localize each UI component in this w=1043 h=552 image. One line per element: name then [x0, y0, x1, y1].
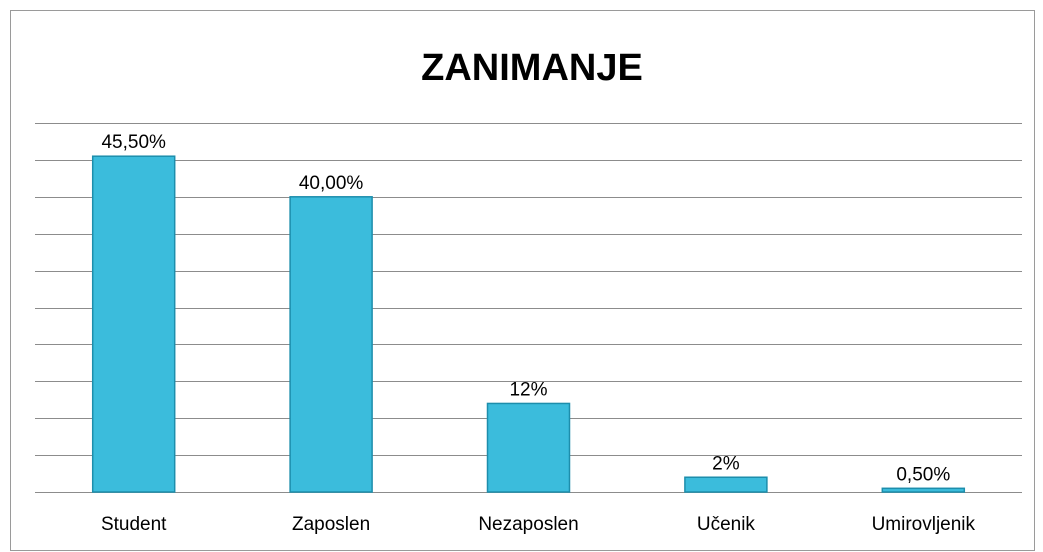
- bar: [289, 196, 373, 493]
- x-tick-label: Nezaposlen: [478, 514, 578, 535]
- bar: [881, 487, 966, 493]
- bar: [91, 155, 176, 493]
- x-tick-label: Zaposlen: [292, 514, 370, 535]
- x-tick-label: Učenik: [697, 514, 756, 535]
- value-label: 0,50%: [896, 464, 950, 485]
- chart-title: ZANIMANJE: [421, 47, 643, 89]
- value-label: 45,50%: [101, 132, 166, 153]
- bar: [684, 476, 768, 493]
- value-label: 12%: [509, 379, 547, 400]
- x-tick-label: Student: [101, 514, 167, 535]
- x-tick-label: Umirovljenik: [872, 514, 976, 535]
- value-label: 40,00%: [299, 173, 364, 194]
- bar: [486, 402, 571, 493]
- value-label: 2%: [712, 453, 740, 474]
